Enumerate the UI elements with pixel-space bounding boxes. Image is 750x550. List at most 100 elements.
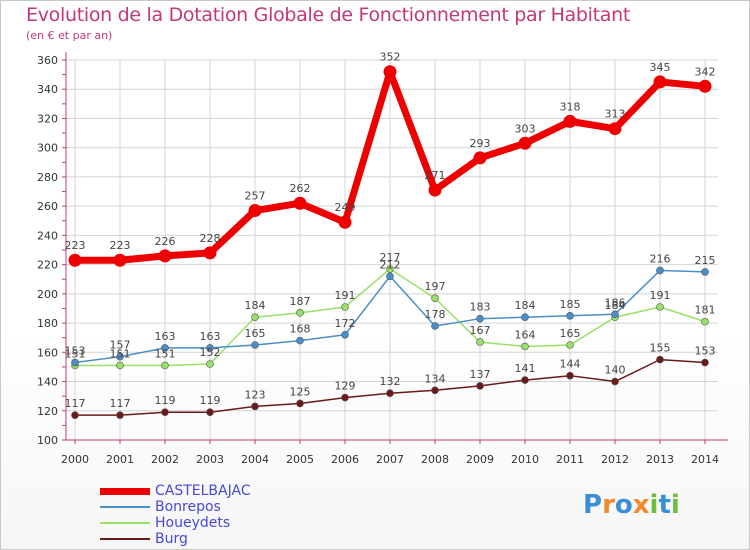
data-label-burg: 119: [200, 394, 221, 407]
data-point-burg: [251, 402, 259, 411]
data-label-castelbajac: 262: [290, 182, 311, 195]
y-tick-label: 260: [37, 200, 58, 213]
data-point-castelbajac: [338, 215, 352, 229]
data-label-burg: 119: [155, 394, 176, 407]
data-point-burg: [656, 355, 664, 364]
x-tick-label: 2010: [511, 453, 539, 466]
data-label-burg: 137: [470, 368, 491, 381]
grid-lines: [66, 59, 718, 441]
data-label-burg: 144: [560, 358, 581, 371]
data-label-bonrepos: 165: [245, 327, 266, 340]
logo-letter: P: [583, 490, 603, 520]
data-point-burg: [386, 389, 394, 398]
data-point-castelbajac: [383, 65, 397, 79]
data-point-castelbajac: [473, 151, 487, 165]
data-point-bonrepos: [341, 330, 349, 339]
data-label-castelbajac: 345: [650, 61, 671, 74]
legend-item-bonrepos: Bonrepos: [100, 499, 251, 515]
data-label-castelbajac: 249: [335, 201, 356, 214]
legend-swatch: [100, 506, 150, 508]
data-label-castelbajac: 342: [695, 65, 716, 78]
y-tick-label: 100: [37, 434, 58, 447]
x-tick-label: 2009: [466, 453, 494, 466]
x-tick-label: 2004: [241, 453, 269, 466]
x-tick-label: 2014: [691, 453, 719, 466]
legend-item-burg: Burg: [100, 531, 251, 547]
data-point-castelbajac: [653, 75, 667, 89]
x-tick-label: 2006: [331, 453, 359, 466]
data-label-bonrepos: 183: [470, 301, 491, 314]
x-tick-label: 2005: [286, 453, 314, 466]
data-label-bonrepos: 163: [155, 330, 176, 343]
line-chart: 100 120 140 160 180 200 220 240 260 280 300 320 340 3…: [37, 51, 728, 466]
data-point-bonrepos: [476, 314, 484, 323]
data-label-castelbajac: 313: [605, 108, 626, 121]
data-label-houeydets: 184: [245, 299, 266, 312]
data-point-bonrepos: [611, 310, 619, 319]
data-label-houeydets: 191: [650, 289, 671, 302]
data-label-bonrepos: 184: [515, 299, 536, 312]
logo-letter: t: [658, 490, 671, 520]
data-point-burg: [521, 376, 529, 384]
data-point-burg: [296, 399, 304, 408]
legend-label: Burg: [155, 531, 188, 547]
data-label-bonrepos: 186: [605, 296, 626, 309]
y-tick-label: 280: [37, 171, 58, 184]
x-tick-label: 2002: [151, 453, 179, 466]
data-labels: 117 117 119 119 123 125 129 132 134 137 141 144 140 1…: [65, 51, 716, 410]
data-point-burg: [206, 408, 214, 417]
data-point-castelbajac: [518, 136, 532, 150]
y-tick-label: 300: [37, 142, 58, 155]
legend-label: CASTELBAJAC: [155, 483, 251, 499]
data-label-houeydets: 167: [470, 324, 491, 337]
data-label-castelbajac: 271: [425, 169, 446, 182]
data-label-burg: 155: [650, 342, 671, 355]
data-label-burg: 153: [695, 345, 716, 358]
data-label-burg: 132: [380, 375, 401, 388]
legend-label: Bonrepos: [155, 499, 221, 515]
data-label-houeydets: 151: [155, 347, 176, 360]
data-point-houeydets: [116, 361, 124, 370]
y-tick-label: 320: [37, 112, 58, 125]
logo-letter: x: [632, 490, 650, 520]
data-point-burg: [701, 358, 709, 367]
legend-label: Houeydets: [155, 515, 231, 531]
data-point-houeydets: [566, 341, 574, 349]
data-point-houeydets: [431, 294, 439, 303]
data-label-castelbajac: 226: [155, 235, 176, 248]
data-point-houeydets: [341, 303, 349, 311]
logo-letter: i: [649, 490, 659, 520]
data-label-bonrepos: 178: [425, 308, 446, 321]
data-label-houeydets: 197: [425, 280, 446, 293]
legend-item-houeydets: Houeydets: [100, 515, 251, 531]
data-point-houeydets: [161, 361, 169, 370]
y-tick-label: 180: [37, 317, 58, 330]
data-label-houeydets: 217: [380, 251, 401, 264]
data-label-castelbajac: 257: [245, 190, 266, 203]
x-tick-label: 2011: [556, 453, 584, 466]
data-label-houeydets: 191: [335, 289, 356, 302]
legend: CASTELBAJAC Bonrepos Houeydets Burg: [100, 483, 251, 547]
data-point-castelbajac: [428, 183, 442, 197]
data-label-burg: 123: [245, 388, 266, 401]
y-tick-label: 120: [37, 405, 58, 418]
data-point-burg: [341, 393, 349, 402]
axes: 100 120 140 160 180 200 220 240 260 280 300 320 340 3…: [37, 52, 728, 466]
data-point-houeydets: [656, 303, 664, 311]
data-label-bonrepos: 157: [110, 339, 131, 352]
data-point-burg: [431, 386, 439, 395]
x-tick-label: 2007: [376, 453, 404, 466]
y-tick-label: 140: [37, 376, 58, 389]
data-label-castelbajac: 318: [560, 100, 581, 113]
data-label-castelbajac: 223: [65, 239, 86, 252]
y-tick-label: 340: [37, 83, 58, 96]
data-point-bonrepos: [71, 358, 79, 367]
logo-letter: r: [602, 490, 615, 520]
data-label-castelbajac: 228: [200, 232, 221, 245]
data-label-houeydets: 164: [515, 328, 536, 341]
data-label-castelbajac: 293: [470, 137, 491, 150]
data-point-bonrepos: [161, 344, 169, 352]
data-label-houeydets: 151: [110, 347, 131, 360]
data-point-bonrepos: [701, 268, 709, 276]
